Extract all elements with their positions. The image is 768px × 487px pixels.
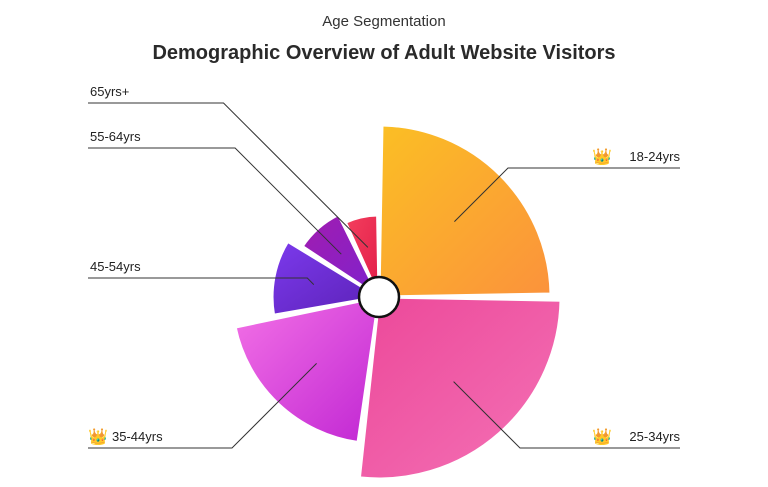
silver-crown-icon: 👑 [592, 427, 612, 446]
slice-label: 45-54yrs [90, 259, 141, 274]
callout-line [453, 381, 680, 449]
slice-label: 18-24yrs [629, 149, 680, 164]
slice-label: 35-44yrs [112, 429, 163, 444]
slice-label: 55-64yrs [90, 129, 141, 144]
chart-subtitle: Age Segmentation [322, 13, 446, 30]
slice-label: 65yrs+ [90, 84, 129, 99]
chart-title: Demographic Overview of Adult Website Vi… [152, 42, 616, 64]
callout-line [454, 167, 680, 222]
center-hole [357, 275, 401, 319]
gold-crown-icon: 👑 [592, 147, 612, 166]
callout-line [88, 102, 369, 248]
pie-slice-55-64yrs [300, 213, 381, 299]
pie-slice-45-54yrs [270, 239, 381, 317]
pie-slice-65yrs- [343, 213, 381, 299]
slice-label: 25-34yrs [629, 429, 680, 444]
bronze-crown-icon: 👑 [88, 427, 108, 446]
callout-line [88, 147, 342, 255]
callout-line [88, 363, 317, 449]
pie-slice-35-44yrs [233, 295, 381, 444]
callout-line [88, 277, 315, 285]
